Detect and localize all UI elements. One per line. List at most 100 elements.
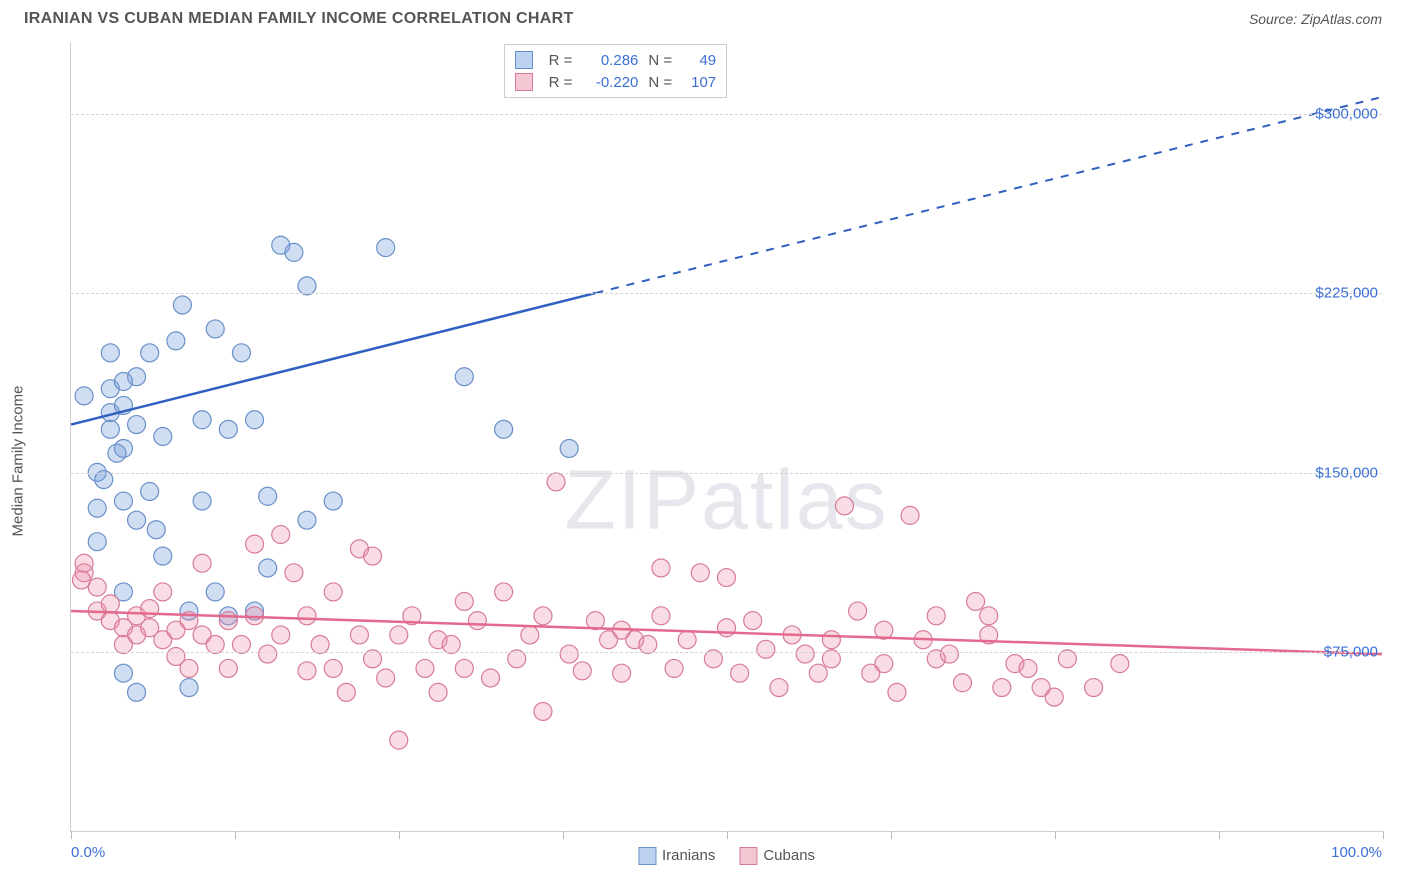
stat-label: N =	[648, 52, 672, 69]
data-point	[298, 662, 316, 680]
x-tick	[563, 831, 564, 839]
data-point	[560, 645, 578, 663]
data-point	[232, 344, 250, 362]
data-point	[101, 595, 119, 613]
data-point	[154, 583, 172, 601]
data-point	[691, 564, 709, 582]
trend-line-dashed	[595, 97, 1382, 293]
data-point	[613, 664, 631, 682]
x-tick	[235, 831, 236, 839]
data-point	[101, 420, 119, 438]
data-point	[718, 569, 736, 587]
data-point	[337, 683, 355, 701]
data-point	[652, 607, 670, 625]
data-point	[573, 662, 591, 680]
data-point	[206, 320, 224, 338]
data-point	[154, 547, 172, 565]
data-point	[324, 583, 342, 601]
data-point	[259, 559, 277, 577]
data-point	[482, 669, 500, 687]
gridline	[71, 114, 1382, 115]
data-point	[560, 439, 578, 457]
x-tick	[891, 831, 892, 839]
data-point	[665, 659, 683, 677]
data-point	[88, 499, 106, 517]
data-point	[246, 535, 264, 553]
gridline	[71, 293, 1382, 294]
data-point	[298, 607, 316, 625]
stat-n-value: 107	[682, 74, 716, 91]
chart-title: IRANIAN VS CUBAN MEDIAN FAMILY INCOME CO…	[24, 10, 574, 28]
data-point	[108, 444, 126, 462]
chart-container: Median Family Income ZIPatlas 0.0% 100.0…	[24, 42, 1382, 880]
y-axis-label: Median Family Income	[10, 386, 27, 537]
data-point	[495, 583, 513, 601]
legend-item: Iranians	[638, 847, 715, 865]
data-point	[167, 332, 185, 350]
y-tick-label: $300,000	[1315, 105, 1378, 122]
data-point	[114, 373, 132, 391]
data-point	[180, 679, 198, 697]
data-point	[652, 559, 670, 577]
data-point	[901, 506, 919, 524]
legend-item: Cubans	[739, 847, 815, 865]
data-point	[377, 669, 395, 687]
x-tick	[1055, 831, 1056, 839]
data-point	[88, 533, 106, 551]
stat-label: R =	[549, 74, 573, 91]
data-point	[259, 487, 277, 505]
legend-label: Iranians	[662, 847, 715, 864]
data-point	[390, 731, 408, 749]
data-point	[678, 631, 696, 649]
data-point	[534, 702, 552, 720]
data-point	[272, 626, 290, 644]
data-point	[455, 368, 473, 386]
stat-label: N =	[648, 74, 672, 91]
data-point	[547, 473, 565, 491]
stats-legend-row: R =-0.220N =107	[515, 71, 717, 93]
legend-swatch-icon	[515, 51, 533, 69]
data-point	[377, 239, 395, 257]
stat-r-value: 0.286	[582, 52, 638, 69]
data-point	[232, 636, 250, 654]
legend-swatch-icon	[638, 847, 656, 865]
stats-legend-row: R =0.286N =49	[515, 49, 717, 71]
data-point	[468, 612, 486, 630]
data-point	[980, 607, 998, 625]
data-point	[953, 674, 971, 692]
stats-legend: R =0.286N =49R =-0.220N =107	[504, 44, 728, 98]
data-point	[193, 411, 211, 429]
data-point	[128, 416, 146, 434]
x-tick	[71, 831, 72, 839]
data-point	[114, 664, 132, 682]
data-point	[285, 564, 303, 582]
data-point	[455, 659, 473, 677]
data-point	[141, 483, 159, 501]
data-point	[193, 492, 211, 510]
legend-swatch-icon	[739, 847, 757, 865]
x-axis-min-label: 0.0%	[71, 844, 105, 861]
data-point	[298, 277, 316, 295]
x-tick	[727, 831, 728, 839]
data-point	[875, 655, 893, 673]
data-point	[128, 511, 146, 529]
data-point	[114, 492, 132, 510]
y-tick-label: $225,000	[1315, 285, 1378, 302]
data-point	[993, 679, 1011, 697]
data-point	[324, 492, 342, 510]
data-point	[147, 521, 165, 539]
data-point	[364, 547, 382, 565]
data-point	[75, 554, 93, 572]
data-point	[1019, 659, 1037, 677]
x-tick	[399, 831, 400, 839]
data-point	[246, 411, 264, 429]
legend-swatch-icon	[515, 73, 533, 91]
data-point	[495, 420, 513, 438]
data-point	[193, 554, 211, 572]
data-point	[141, 344, 159, 362]
data-point	[88, 578, 106, 596]
data-point	[888, 683, 906, 701]
data-point	[285, 243, 303, 261]
data-point	[809, 664, 827, 682]
data-point	[154, 428, 172, 446]
